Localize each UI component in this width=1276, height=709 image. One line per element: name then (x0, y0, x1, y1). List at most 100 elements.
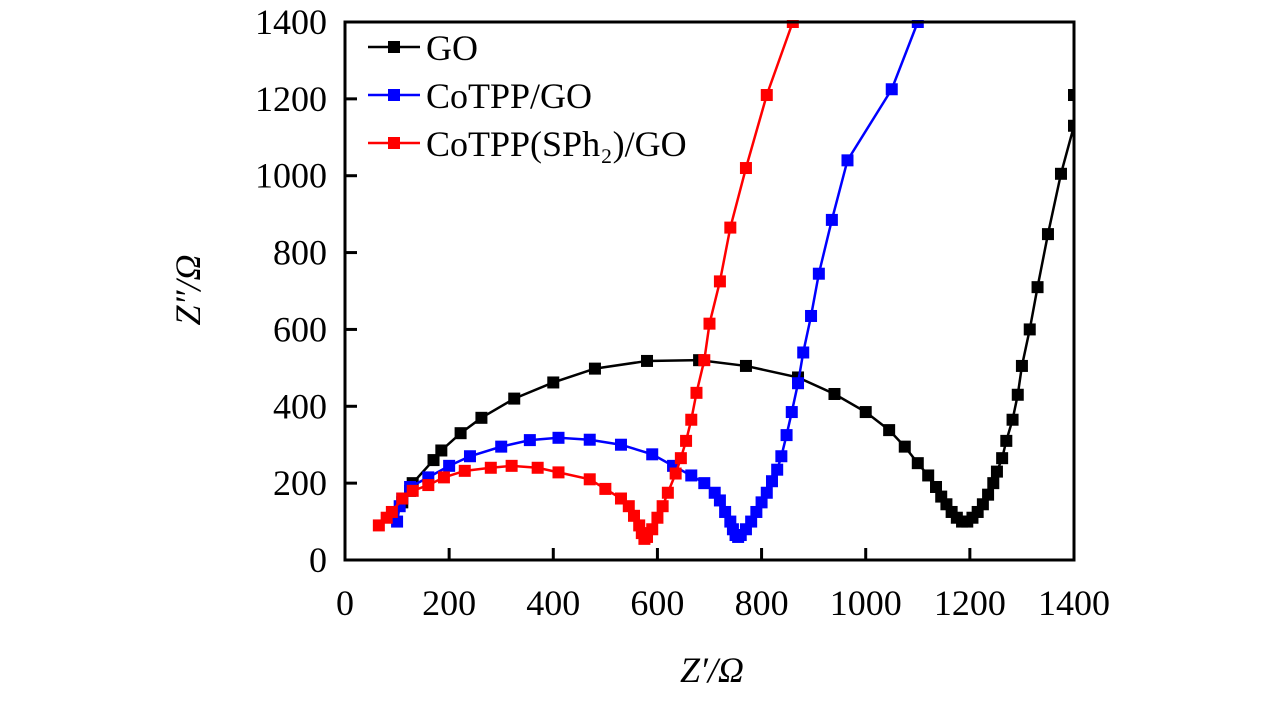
data-point (547, 376, 560, 389)
data-point (690, 386, 703, 399)
legend-marker (388, 41, 400, 53)
legend-label: GO (426, 28, 478, 68)
data-point (760, 486, 773, 499)
data-point (898, 440, 911, 453)
data-point (627, 509, 640, 522)
data-point (859, 406, 872, 419)
plot-frame (343, 20, 1076, 562)
data-point (458, 464, 471, 477)
data-point (475, 411, 488, 424)
data-point (651, 511, 664, 524)
data-point (454, 427, 467, 440)
data-point (463, 450, 476, 463)
data-point (508, 392, 521, 405)
y-tick-label: 1200 (255, 79, 327, 119)
data-point (825, 213, 838, 226)
data-point (583, 473, 596, 486)
y-axis-label: Z″/Ω (168, 254, 208, 325)
x-tick-label: 800 (735, 583, 789, 623)
x-axis-label: Z′/Ω (680, 650, 744, 690)
y-tick-label: 200 (273, 463, 327, 503)
data-point (437, 471, 450, 484)
data-point (385, 505, 398, 518)
data-point (1068, 89, 1075, 102)
data-point (987, 477, 1000, 490)
x-tick-label: 1200 (934, 583, 1006, 623)
data-point (724, 221, 737, 234)
data-point (661, 486, 674, 499)
data-point (680, 434, 693, 447)
data-point (552, 466, 565, 479)
data-point (990, 465, 1003, 478)
data-point (760, 89, 773, 102)
data-point (641, 354, 654, 367)
data-point (911, 20, 924, 28)
data-point (396, 492, 409, 505)
data-point (583, 433, 596, 446)
data-point (780, 429, 793, 442)
data-point (775, 450, 788, 463)
data-point (685, 469, 698, 482)
data-point (739, 162, 752, 175)
data-point (484, 461, 497, 474)
data-point (523, 434, 536, 447)
data-point (828, 387, 841, 400)
data-point (841, 154, 854, 167)
data-point (1011, 388, 1024, 401)
data-point (703, 317, 716, 330)
data-point (599, 482, 612, 495)
x-tick-label: 400 (526, 583, 580, 623)
data-point (786, 20, 799, 28)
data-point (427, 454, 440, 467)
data-point (588, 362, 601, 375)
legend-marker (388, 137, 400, 149)
x-tick-label: 0 (336, 583, 354, 623)
data-point (930, 480, 943, 493)
data-point (771, 463, 784, 476)
x-tick-label: 1000 (830, 583, 902, 623)
data-point (1023, 323, 1036, 336)
y-tick-label: 1000 (255, 156, 327, 196)
data-point (812, 267, 825, 280)
data-point (765, 475, 778, 488)
x-tick-label: 200 (422, 583, 476, 623)
data-point (739, 359, 752, 372)
data-point (656, 500, 669, 513)
y-tick-label: 400 (273, 386, 327, 426)
data-point (1015, 359, 1028, 372)
data-point (1031, 281, 1044, 294)
data-point (719, 505, 732, 518)
data-point (805, 309, 818, 322)
data-point (1041, 228, 1054, 241)
data-point (685, 413, 698, 426)
x-tick-label: 600 (630, 583, 684, 623)
data-point (885, 83, 898, 96)
y-tick-label: 600 (273, 309, 327, 349)
data-point (797, 346, 810, 359)
data-point (996, 452, 1009, 465)
data-point (785, 406, 798, 419)
legend-label: CoTPP/GO (426, 76, 592, 116)
data-point (982, 488, 995, 501)
legend: GO CoTPP/GO CoTPP(SPh₂)/GO (368, 28, 687, 164)
data-point (614, 438, 627, 451)
data-point (646, 523, 659, 536)
data-point (646, 448, 659, 461)
data-point (976, 498, 989, 511)
x-tick-label: 1400 (1038, 583, 1110, 623)
y-tick-label: 800 (273, 233, 327, 273)
data-point (443, 459, 456, 472)
data-point (552, 431, 565, 444)
data-point (750, 505, 763, 518)
data-point (406, 484, 419, 497)
data-point (1000, 434, 1013, 447)
data-point (674, 452, 687, 465)
data-point (755, 496, 768, 509)
data-point (713, 275, 726, 288)
series-2 (372, 20, 799, 545)
y-tick-label: 1400 (255, 2, 327, 42)
legend-marker (388, 89, 400, 101)
data-point (713, 494, 726, 507)
data-point (422, 479, 435, 492)
